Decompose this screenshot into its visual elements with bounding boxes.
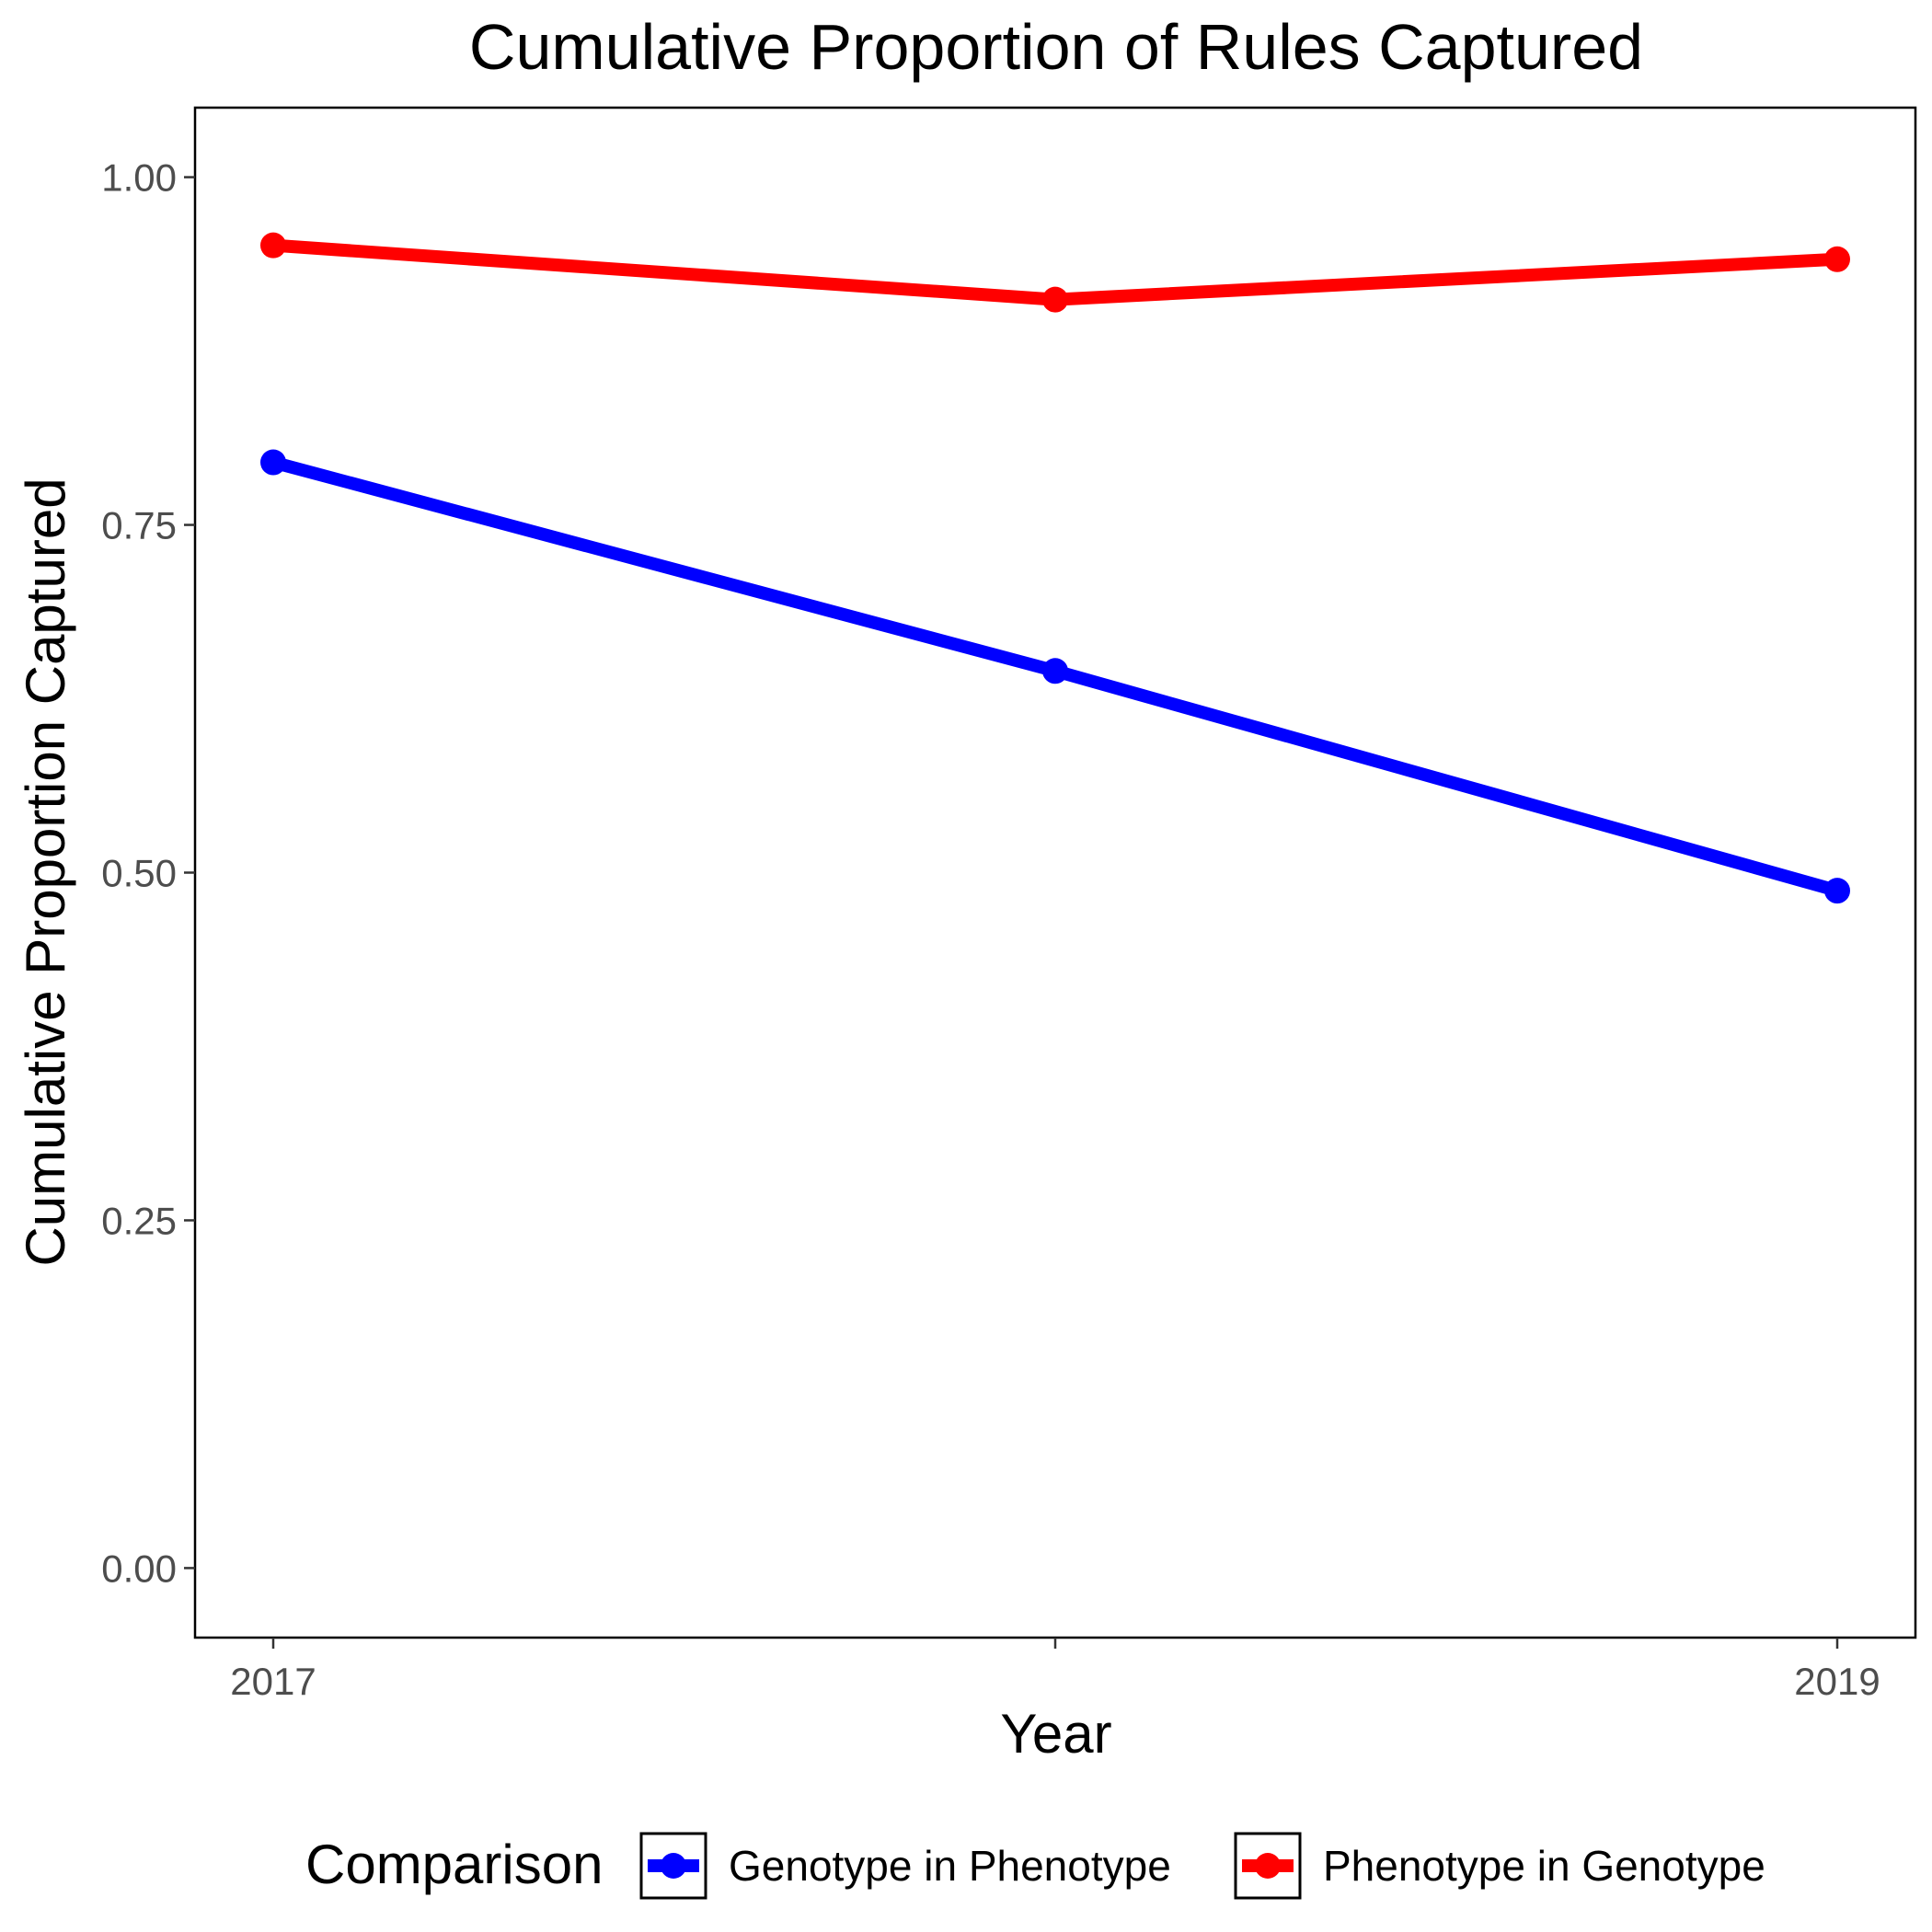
legend-item: Genotype in Phenotype — [639, 1832, 1171, 1900]
x-axis-title: Year — [1000, 1703, 1111, 1765]
legend-label: Phenotype in Genotype — [1323, 1842, 1765, 1890]
legend: Comparison Genotype in Phenotype Phenotyp… — [305, 1832, 1765, 1900]
y-tick-label: 0.75 — [101, 504, 177, 547]
data-point — [260, 232, 286, 259]
data-point — [1824, 246, 1850, 272]
legend-item: Phenotype in Genotype — [1234, 1832, 1765, 1900]
legend-title: Comparison — [305, 1834, 603, 1895]
x-tick-label: 2019 — [1794, 1660, 1880, 1703]
data-point — [1824, 878, 1850, 904]
legend-label: Genotype in Phenotype — [729, 1842, 1171, 1890]
plot-panel — [193, 106, 1917, 1639]
y-axis: 0.00 0.25 0.50 0.75 1.00 — [101, 156, 195, 1590]
x-axis: 2017 2019 — [230, 1638, 1880, 1703]
chart-title: Cumulative Proportion of Rules Captured — [469, 11, 1643, 83]
data-point — [1042, 286, 1068, 313]
data-point — [1042, 658, 1068, 684]
legend-key-point — [661, 1853, 686, 1879]
legend-key-point — [1255, 1853, 1281, 1879]
x-tick-label: 2017 — [230, 1660, 316, 1703]
y-tick-label: 1.00 — [101, 156, 177, 200]
y-axis-title: Cumulative Proportion Captured — [15, 477, 76, 1266]
series-1 — [260, 232, 1850, 313]
y-tick-label: 0.50 — [101, 852, 177, 895]
data-point — [260, 449, 286, 476]
y-tick-label: 0.00 — [101, 1547, 177, 1590]
series-layer — [260, 232, 1850, 904]
y-tick-label: 0.25 — [101, 1199, 177, 1242]
series-0 — [260, 449, 1850, 904]
